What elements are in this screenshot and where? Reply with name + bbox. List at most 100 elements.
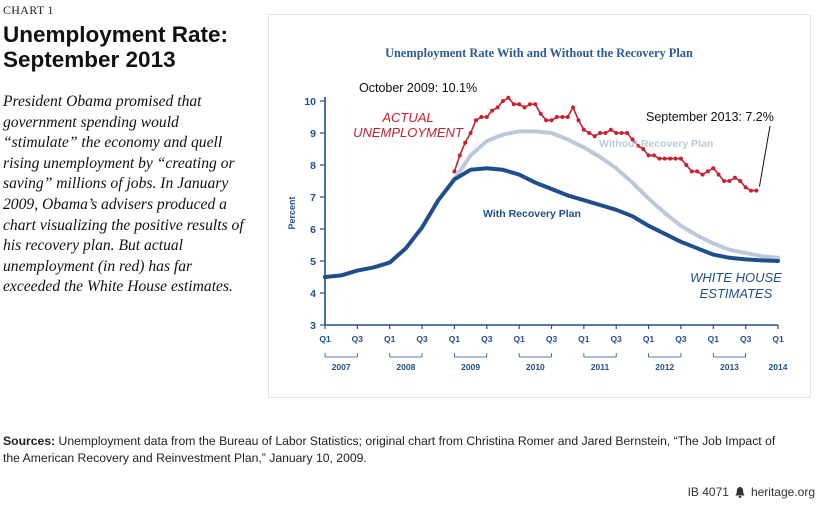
actual-data-point — [635, 143, 640, 148]
actual-data-point — [468, 131, 473, 135]
x-tick-label: Q1 — [449, 334, 461, 344]
actual-data-point — [592, 134, 597, 139]
actual-data-point — [479, 115, 484, 119]
actual-data-point — [673, 156, 678, 161]
actual-data-point — [560, 115, 565, 119]
actual-data-point — [527, 102, 532, 107]
actual-data-point — [581, 127, 586, 132]
actual-data-point — [678, 156, 683, 161]
actual-data-point — [651, 153, 656, 158]
y-tick-label: 6 — [310, 224, 316, 236]
actual-data-point — [711, 166, 716, 171]
actual-data-point — [473, 118, 478, 123]
y-axis-label: Percent — [287, 196, 297, 229]
chart-number: CHART 1 — [3, 3, 54, 17]
actual-data-point — [716, 172, 721, 177]
actual-data-point — [506, 95, 511, 100]
y-tick-label: 7 — [310, 192, 316, 204]
x-tick-label: Q1 — [708, 334, 720, 344]
x-tick-label: Q1 — [643, 334, 655, 344]
actual-data-point — [522, 105, 527, 110]
actual-data-point — [630, 137, 635, 142]
actual-data-point — [705, 169, 710, 174]
actual-data-point — [484, 115, 489, 119]
sources-note: Sources: Unemployment data from the Bure… — [3, 433, 793, 467]
year-label: 2013 — [720, 362, 739, 372]
x-tick-label: Q3 — [352, 334, 364, 344]
actual-data-point — [695, 169, 700, 174]
chart-title: Unemployment Rate With and Without the R… — [385, 46, 693, 60]
series-with-plan-line — [323, 166, 780, 279]
estimates-label-2: ESTIMATES — [700, 286, 773, 301]
actual-data-point — [684, 163, 689, 167]
actual-data-point — [743, 185, 748, 190]
actual-data-point — [554, 115, 559, 119]
actual-data-point — [549, 118, 554, 123]
actual-data-point — [533, 102, 538, 107]
y-tick-label: 9 — [310, 128, 316, 140]
actual-data-point — [662, 156, 667, 161]
x-tick-label: Q3 — [611, 334, 623, 344]
actual-data-point — [700, 172, 705, 177]
year-label: 2011 — [591, 362, 610, 372]
liberty-bell-icon — [735, 486, 745, 498]
actual-data-point — [490, 108, 495, 113]
x-tick-label: Q3 — [740, 334, 752, 344]
actual-data-point — [668, 156, 673, 161]
actual-data-point — [727, 179, 732, 183]
actual-data-point — [689, 169, 694, 174]
series-label-actual-2: UNEMPLOYMENT — [353, 125, 464, 140]
actual-data-point — [517, 102, 522, 107]
estimates-label-1: WHITE HOUSE — [690, 270, 782, 285]
actual-data-point — [625, 131, 630, 135]
page-title: Unemployment Rate: September 2013 — [3, 22, 243, 72]
series-without-plan-line — [452, 129, 780, 260]
actual-data-point — [571, 105, 576, 110]
actual-data-point — [457, 153, 462, 158]
y-tick-label: 5 — [310, 256, 316, 268]
x-tick-label: Q1 — [772, 334, 784, 344]
actual-data-point — [732, 175, 737, 180]
line-chart: Unemployment Rate With and Without the R… — [287, 46, 788, 372]
actual-data-point — [619, 131, 624, 135]
year-label: 2010 — [526, 362, 545, 372]
y-tick-label: 8 — [310, 160, 316, 172]
title-line-1: Unemployment Rate: — [3, 22, 229, 47]
title-line-2: September 2013 — [3, 47, 176, 72]
x-tick-label: Q1 — [513, 334, 525, 344]
actual-data-point — [603, 131, 608, 135]
annotation-leader-line — [758, 125, 771, 187]
x-tick-label: Q1 — [319, 334, 331, 344]
sources-label: Sources: — [3, 434, 56, 448]
doc-id: IB 4071 — [687, 485, 729, 499]
sources-text: Unemployment data from the Bureau of Lab… — [3, 434, 776, 465]
year-label: 2008 — [396, 362, 415, 372]
actual-data-point — [738, 179, 743, 183]
actual-data-point — [608, 127, 613, 132]
x-tick-label: Q3 — [675, 334, 687, 344]
annotation-peak: October 2009: 10.1% — [359, 81, 477, 95]
actual-data-point — [452, 169, 457, 174]
actual-data-point — [641, 147, 646, 151]
site-name: heritage.org — [750, 485, 815, 499]
actual-data-point — [511, 102, 516, 107]
footer-id: IB 4071 heritage.org — [688, 485, 815, 499]
actual-data-point — [587, 131, 592, 135]
year-label: 2012 — [655, 362, 674, 372]
actual-data-point — [614, 131, 619, 135]
x-tick-label: Q1 — [578, 334, 590, 344]
y-tick-label: 3 — [310, 320, 316, 332]
actual-data-point — [722, 179, 727, 183]
x-tick-label: Q3 — [546, 334, 558, 344]
description: President Obama promised that government… — [3, 93, 244, 296]
actual-data-point — [598, 131, 603, 135]
y-tick-label: 4 — [310, 288, 316, 300]
actual-data-point — [500, 99, 505, 103]
x-tick-label: Q3 — [416, 334, 428, 344]
year-label: 2014 — [769, 362, 788, 372]
x-tick-label: Q1 — [384, 334, 396, 344]
actual-data-point — [544, 118, 549, 123]
annotation-latest: September 2013: 7.2% — [646, 110, 774, 124]
actual-data-point — [754, 188, 759, 193]
actual-data-point — [495, 105, 500, 110]
